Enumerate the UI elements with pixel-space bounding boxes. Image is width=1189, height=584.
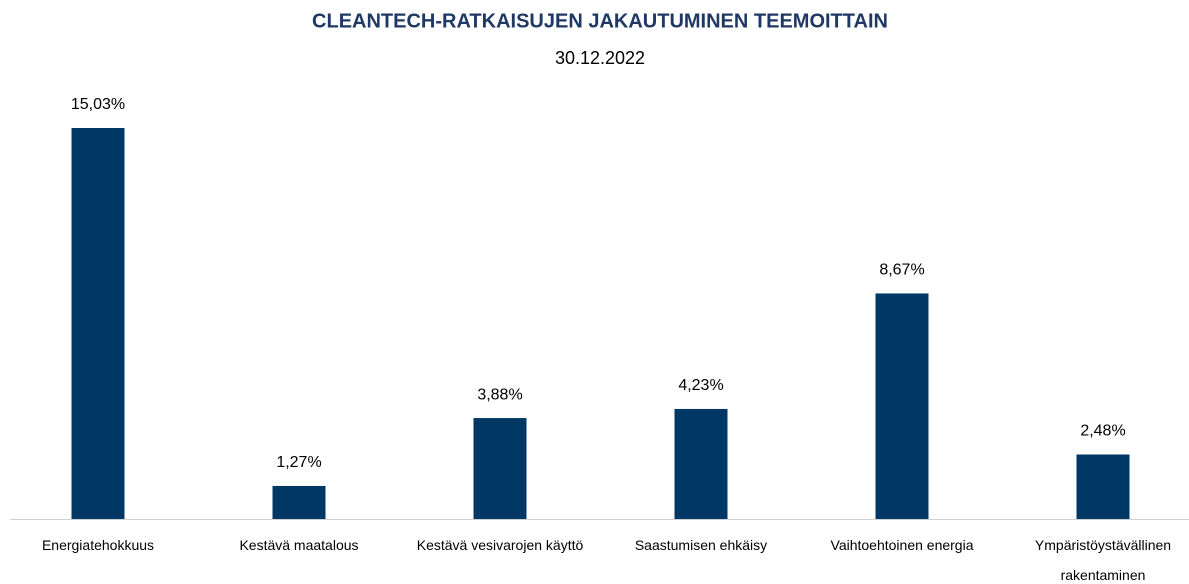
data-label: 3,88% (477, 386, 522, 403)
x-tick-label: Kestävä vesivarojen käyttö (416, 537, 584, 553)
bar (473, 418, 527, 519)
bar (674, 408, 728, 519)
data-label: 8,67% (879, 262, 924, 279)
data-label: 4,23% (678, 377, 723, 394)
x-tick-label: Ympäristöystävällinen rakentaminen (1034, 537, 1172, 583)
x-tick-label: Saastumisen ehkäisy (634, 537, 768, 553)
chart-subtitle: 30.12.2022 (555, 48, 645, 68)
bar (71, 128, 125, 519)
x-tick-label: Kestävä maatalous (239, 537, 359, 553)
chart-title: CLEANTECH-RATKAISUJEN JAKAUTUMINEN TEEMO… (312, 10, 888, 32)
data-label: 15,03% (71, 96, 125, 113)
bar (272, 485, 326, 519)
x-tick-label: Vaihtoehtoinen energia (830, 537, 974, 553)
bar (875, 293, 929, 519)
bar (1076, 454, 1130, 519)
data-label: 1,27% (276, 454, 321, 471)
data-label: 2,48% (1080, 423, 1125, 440)
x-tick-label: Energiatehokkuus (41, 537, 155, 553)
